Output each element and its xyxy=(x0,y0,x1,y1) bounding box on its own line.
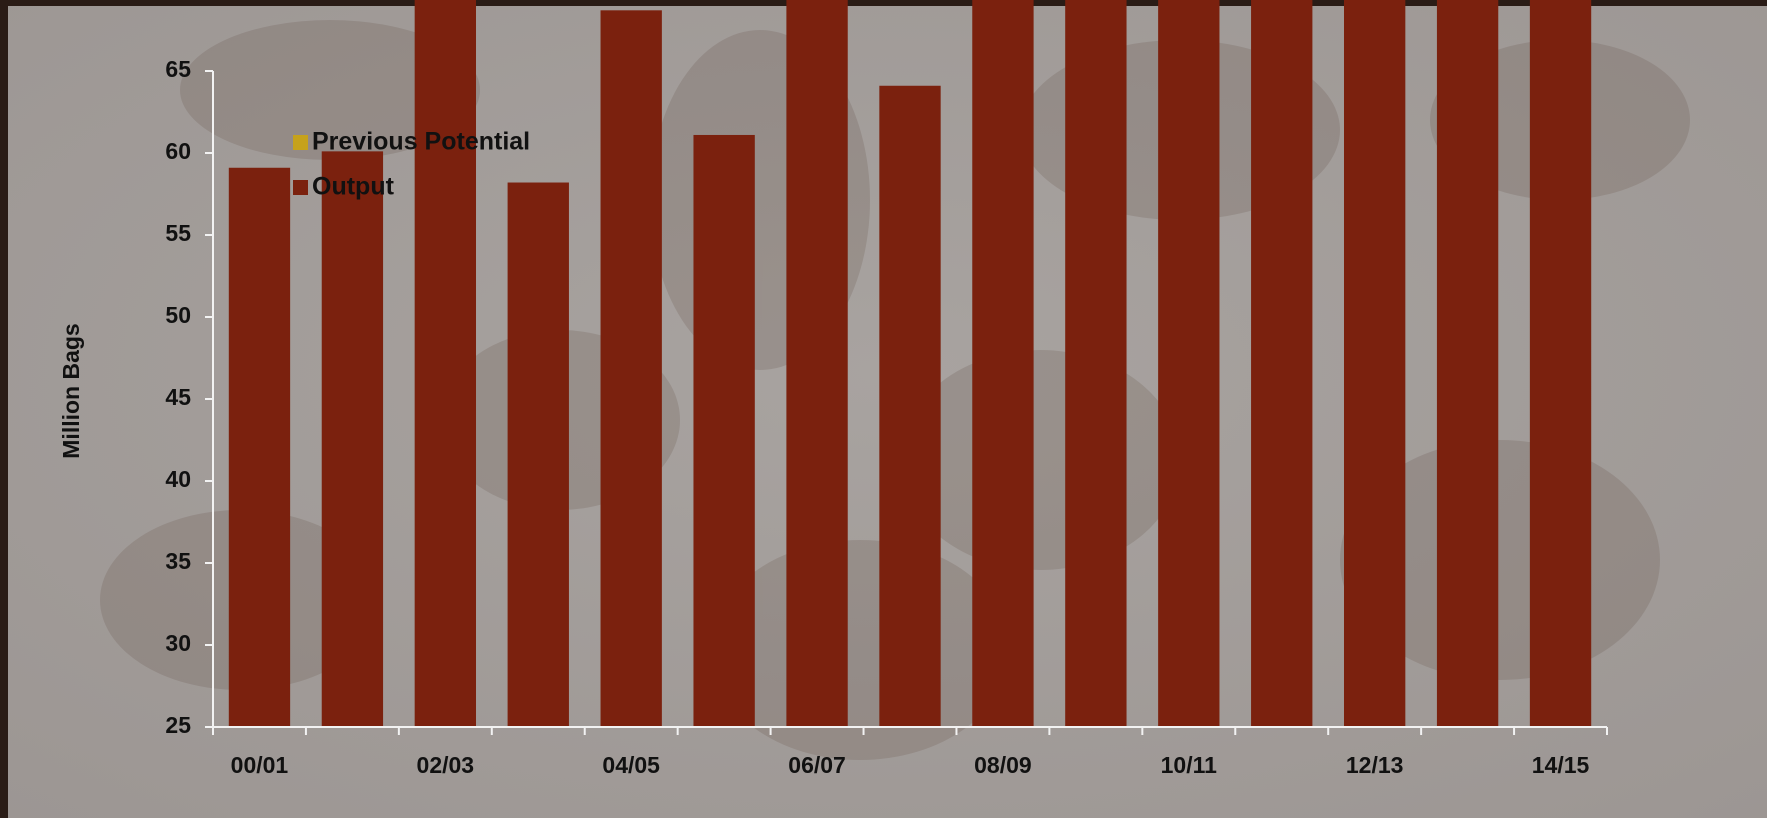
y-tick-label: 45 xyxy=(165,384,191,410)
bar xyxy=(972,0,1034,728)
y-tick-label: 25 xyxy=(165,712,191,738)
x-tick-label: 04/05 xyxy=(602,752,660,778)
bar xyxy=(321,151,384,728)
x-tick-label: 10/11 xyxy=(1161,752,1217,778)
y-tick-label: 40 xyxy=(165,466,191,492)
bar xyxy=(1343,0,1406,727)
legend-swatch xyxy=(293,180,308,195)
legend-label: Previous Potential xyxy=(312,128,530,156)
bar xyxy=(1436,0,1499,727)
y-axis-title: Million Bags xyxy=(58,323,84,458)
x-tick-label: 12/13 xyxy=(1346,752,1404,778)
y-tick-label: 55 xyxy=(165,220,191,246)
y-tick-label: 35 xyxy=(165,548,191,574)
x-tick-label: 02/03 xyxy=(417,752,475,778)
bar xyxy=(786,0,848,728)
y-tick-label: 60 xyxy=(165,138,191,164)
legend-label: Output xyxy=(312,173,395,201)
y-tick-label: 30 xyxy=(165,630,191,656)
bar xyxy=(414,0,477,727)
bar xyxy=(1251,0,1313,728)
legend-swatch xyxy=(293,135,308,150)
bar xyxy=(1529,0,1592,727)
bar xyxy=(228,167,291,727)
bar xyxy=(1158,0,1220,727)
x-tick-label: 14/15 xyxy=(1532,752,1590,778)
bar xyxy=(507,182,569,727)
x-tick-label: 00/01 xyxy=(231,752,289,778)
x-tick-label: 06/07 xyxy=(788,752,846,778)
y-tick-label: 65 xyxy=(165,56,191,82)
bar xyxy=(600,10,662,727)
bar xyxy=(879,85,941,727)
x-tick-label: 08/09 xyxy=(974,752,1032,778)
y-tick-label: 50 xyxy=(165,302,191,328)
bar xyxy=(693,134,755,727)
bar xyxy=(1065,0,1127,727)
